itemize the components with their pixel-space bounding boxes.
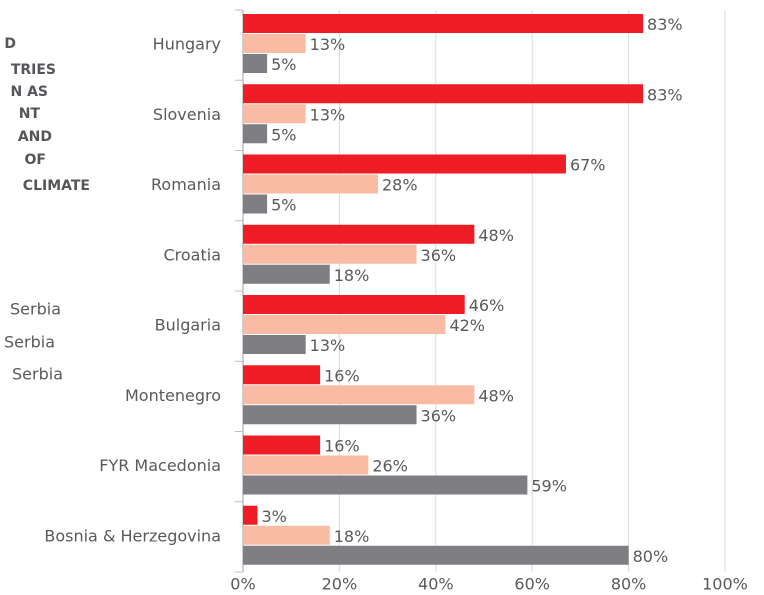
- x-tick-label: 20%: [322, 575, 358, 594]
- legend-label: Serbia: [4, 333, 55, 352]
- bar: [243, 405, 417, 425]
- value-label: 83%: [647, 15, 683, 34]
- title-fragment: NT: [19, 106, 41, 122]
- value-label: 42%: [449, 316, 485, 335]
- title-fragment: CLIMATE: [23, 178, 90, 194]
- value-label: 5%: [271, 125, 296, 144]
- bar: [243, 315, 446, 334]
- bar: [243, 505, 258, 525]
- legend-label: Serbia: [12, 365, 63, 384]
- bar: [243, 84, 644, 104]
- value-label: 48%: [478, 386, 514, 405]
- value-label: 13%: [310, 105, 346, 124]
- value-label: 36%: [421, 406, 457, 425]
- bar: [243, 295, 465, 314]
- value-label: 3%: [261, 507, 286, 526]
- bar: [243, 194, 268, 214]
- y-tick-label: Croatia: [163, 245, 221, 264]
- value-label: 28%: [382, 176, 418, 195]
- value-label: 13%: [310, 35, 346, 54]
- value-label: 18%: [334, 527, 370, 546]
- bar: [243, 435, 321, 455]
- bar: [243, 154, 566, 174]
- value-label: 26%: [372, 457, 408, 476]
- value-label: 18%: [334, 266, 370, 285]
- y-tick-label: Slovenia: [153, 105, 221, 124]
- legend-label: Serbia: [10, 300, 61, 319]
- x-tick-label: 40%: [418, 575, 454, 594]
- bar: [243, 475, 528, 495]
- bar: [243, 174, 378, 194]
- bar: [243, 545, 629, 565]
- bar: [243, 455, 369, 475]
- x-tick-label: 0%: [230, 575, 255, 594]
- y-tick-label: Montenegro: [125, 386, 221, 405]
- y-tick-label: FYR Macedonia: [99, 456, 221, 475]
- value-label: 5%: [271, 196, 296, 215]
- title-fragment: AND: [18, 129, 52, 145]
- bar: [243, 14, 644, 33]
- title-fragment: D: [4, 36, 16, 52]
- bar: [243, 264, 330, 284]
- x-tick-label: 80%: [611, 575, 647, 594]
- value-label: 16%: [324, 437, 360, 456]
- bar: [243, 124, 268, 144]
- value-label: 67%: [570, 156, 606, 175]
- title-fragment: OF: [25, 152, 46, 168]
- bar: [243, 365, 321, 385]
- bar: [243, 54, 268, 73]
- value-label: 46%: [469, 296, 505, 315]
- value-label: 36%: [421, 246, 457, 265]
- bar: [243, 335, 306, 354]
- value-label: 83%: [647, 85, 683, 104]
- bar: [243, 385, 475, 405]
- x-tick-label: 100%: [702, 575, 748, 594]
- value-label: 5%: [271, 55, 296, 74]
- y-tick-label: Bulgaria: [155, 316, 221, 335]
- bar: [243, 224, 475, 244]
- title-fragment: TRIES: [11, 62, 56, 78]
- bar: [243, 525, 330, 545]
- y-tick-label: Romania: [151, 175, 221, 194]
- bar: [243, 34, 306, 53]
- value-label: 80%: [633, 547, 669, 566]
- value-label: 48%: [478, 226, 514, 245]
- y-tick-label: Hungary: [153, 35, 221, 54]
- bar: [243, 104, 306, 124]
- title-fragment: N AS: [10, 84, 48, 100]
- value-label: 13%: [310, 336, 346, 355]
- value-label: 59%: [531, 477, 567, 496]
- y-tick-label: Bosnia & Herzegovina: [44, 526, 221, 545]
- bar: [243, 244, 417, 264]
- value-label: 16%: [324, 366, 360, 385]
- x-tick-label: 60%: [514, 575, 550, 594]
